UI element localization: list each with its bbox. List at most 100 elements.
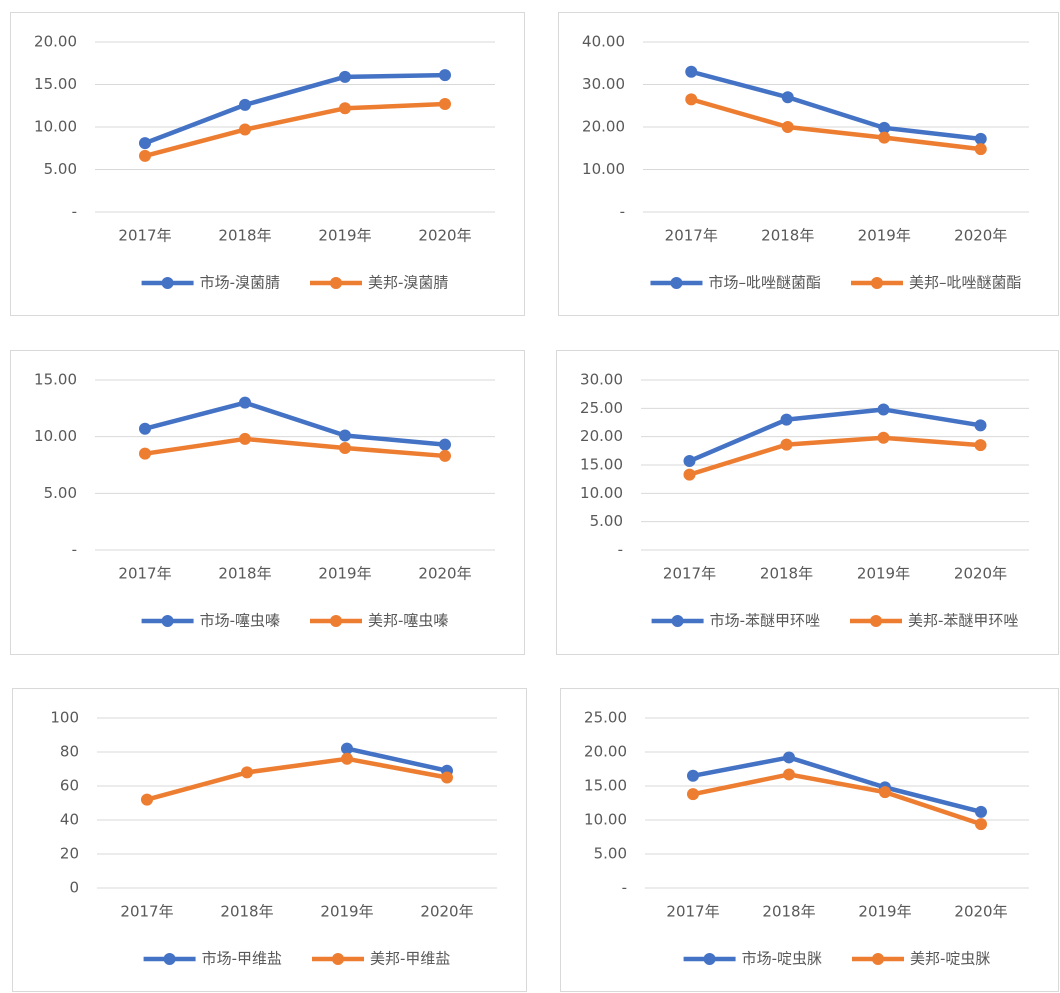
- series-line: [144, 72, 446, 146]
- x-tick-label: 2020年: [954, 565, 1007, 583]
- series-line: [688, 435, 981, 477]
- chart-panel: - 5.00 10.00 15.00 2017年 2018年 2019年 2020年市场-噻虫…: [10, 350, 525, 655]
- data-point: [339, 429, 351, 442]
- x-tick-label: 2019年: [320, 903, 373, 921]
- data-point: [239, 123, 251, 136]
- data-point: [439, 98, 451, 111]
- data-point: [339, 102, 351, 115]
- series-line: [688, 407, 981, 464]
- y-tick-label: 30.00: [582, 75, 625, 93]
- data-point: [780, 413, 793, 426]
- data-point: [975, 818, 987, 831]
- legend-item: 市场-苯醚甲环唑: [651, 612, 820, 630]
- x-tick-label: 2019年: [318, 227, 371, 245]
- data-point: [974, 419, 987, 432]
- x-tick-label: 2019年: [857, 565, 910, 583]
- data-point: [239, 432, 251, 445]
- data-point: [141, 793, 153, 806]
- legend-label: 市场-噻虫嗪: [200, 612, 280, 630]
- y-tick-label: -: [620, 203, 625, 221]
- legend-item: 美邦-苯醚甲环唑: [850, 612, 1018, 630]
- y-tick-label: 10.00: [582, 160, 625, 178]
- chart-panel: - 10.00 20.00 30.00 40.00 2017年 2018年 2019年 2020…: [558, 12, 1059, 316]
- x-tick-label: 2017年: [120, 903, 173, 921]
- y-tick-label: -: [618, 541, 623, 559]
- data-point: [878, 131, 891, 144]
- chart-panel: - 5.00 10.00 15.00 20.00 25.00 2017年 2018年 2019年…: [560, 688, 1059, 992]
- y-tick-label: 5.00: [590, 512, 623, 530]
- legend-marker: [870, 615, 882, 627]
- legend-label: 美邦-噻虫嗪: [368, 612, 448, 630]
- data-point: [879, 786, 891, 799]
- legend-item: 美邦-啶虫脒: [852, 950, 990, 968]
- y-tick-label: 25.00: [584, 709, 627, 727]
- series-line: [144, 101, 446, 159]
- legend-item: 市场-噻虫嗪: [141, 612, 280, 630]
- data-point: [339, 442, 351, 454]
- panel-border: [558, 12, 1059, 316]
- data-point: [780, 438, 793, 451]
- data-point: [439, 449, 451, 462]
- y-tick-label: 5.00: [44, 484, 77, 502]
- x-tick-label: 2018年: [218, 565, 271, 583]
- data-point: [341, 752, 353, 765]
- x-tick-label: 2017年: [118, 227, 171, 245]
- y-tick-label: 10.00: [580, 484, 623, 502]
- y-tick-label: 0: [69, 879, 79, 897]
- y-tick-label: 80: [60, 743, 79, 761]
- y-tick-label: 30.00: [580, 371, 623, 389]
- legend-label: 市场-啶虫脒: [742, 950, 822, 968]
- x-tick-label: 2018年: [218, 227, 271, 245]
- legend-marker: [330, 277, 342, 289]
- x-tick-label: 2019年: [318, 565, 371, 583]
- x-tick-label: 2019年: [858, 227, 911, 245]
- data-point: [974, 143, 987, 156]
- panel-border: [10, 12, 525, 316]
- legend-label: 美邦-甲维盐: [370, 950, 450, 968]
- y-tick-label: 10.00: [584, 811, 627, 829]
- data-point: [685, 93, 698, 106]
- legend-label: 市场-苯醚甲环唑: [710, 612, 820, 630]
- x-tick-label: 2020年: [418, 565, 471, 583]
- legend-marker: [703, 953, 716, 965]
- legend-marker: [332, 953, 344, 965]
- data-point: [139, 149, 151, 162]
- chart-panel: - 5.00 10.00 15.00 20.00 2017年 2018年 2019年 2020年…: [10, 12, 525, 316]
- legend-marker: [161, 615, 174, 627]
- y-tick-label: 20.00: [582, 118, 625, 136]
- legend-item: 美邦-甲维盐: [312, 950, 450, 968]
- legend-label: 美邦-啶虫脒: [910, 950, 990, 968]
- legend-label: 美邦-苯醚甲环唑: [908, 612, 1018, 630]
- data-point: [241, 766, 253, 779]
- y-tick-label: 100: [50, 709, 79, 727]
- data-point: [783, 768, 795, 781]
- y-tick-label: 60: [60, 777, 79, 795]
- data-point: [781, 91, 794, 104]
- y-tick-label: 20.00: [584, 743, 627, 761]
- legend-item: 市场-甲维盐: [143, 950, 282, 968]
- data-point: [685, 65, 698, 78]
- data-point: [975, 805, 987, 818]
- y-tick-label: 40: [60, 811, 79, 829]
- y-tick-label: 20.00: [34, 33, 77, 51]
- data-point: [877, 403, 890, 416]
- x-tick-label: 2020年: [420, 903, 473, 921]
- y-tick-label: -: [622, 879, 627, 897]
- legend-label: 市场-溴菌腈: [200, 274, 280, 292]
- data-point: [439, 69, 451, 82]
- legend-marker: [161, 277, 174, 289]
- chart-panel: - 5.00 10.00 15.00 20.00 25.00 30.00 2017年 2018年…: [556, 350, 1059, 655]
- y-tick-label: 15.00: [34, 75, 77, 93]
- panel-border: [556, 350, 1059, 655]
- data-point: [239, 98, 251, 111]
- series-line: [692, 772, 982, 827]
- x-tick-label: 2018年: [760, 565, 813, 583]
- x-tick-label: 2018年: [762, 903, 815, 921]
- y-tick-label: -: [72, 541, 77, 559]
- legend-marker: [872, 953, 884, 965]
- series-line: [144, 400, 446, 447]
- legend-marker: [163, 953, 176, 965]
- y-tick-label: 15.00: [584, 777, 627, 795]
